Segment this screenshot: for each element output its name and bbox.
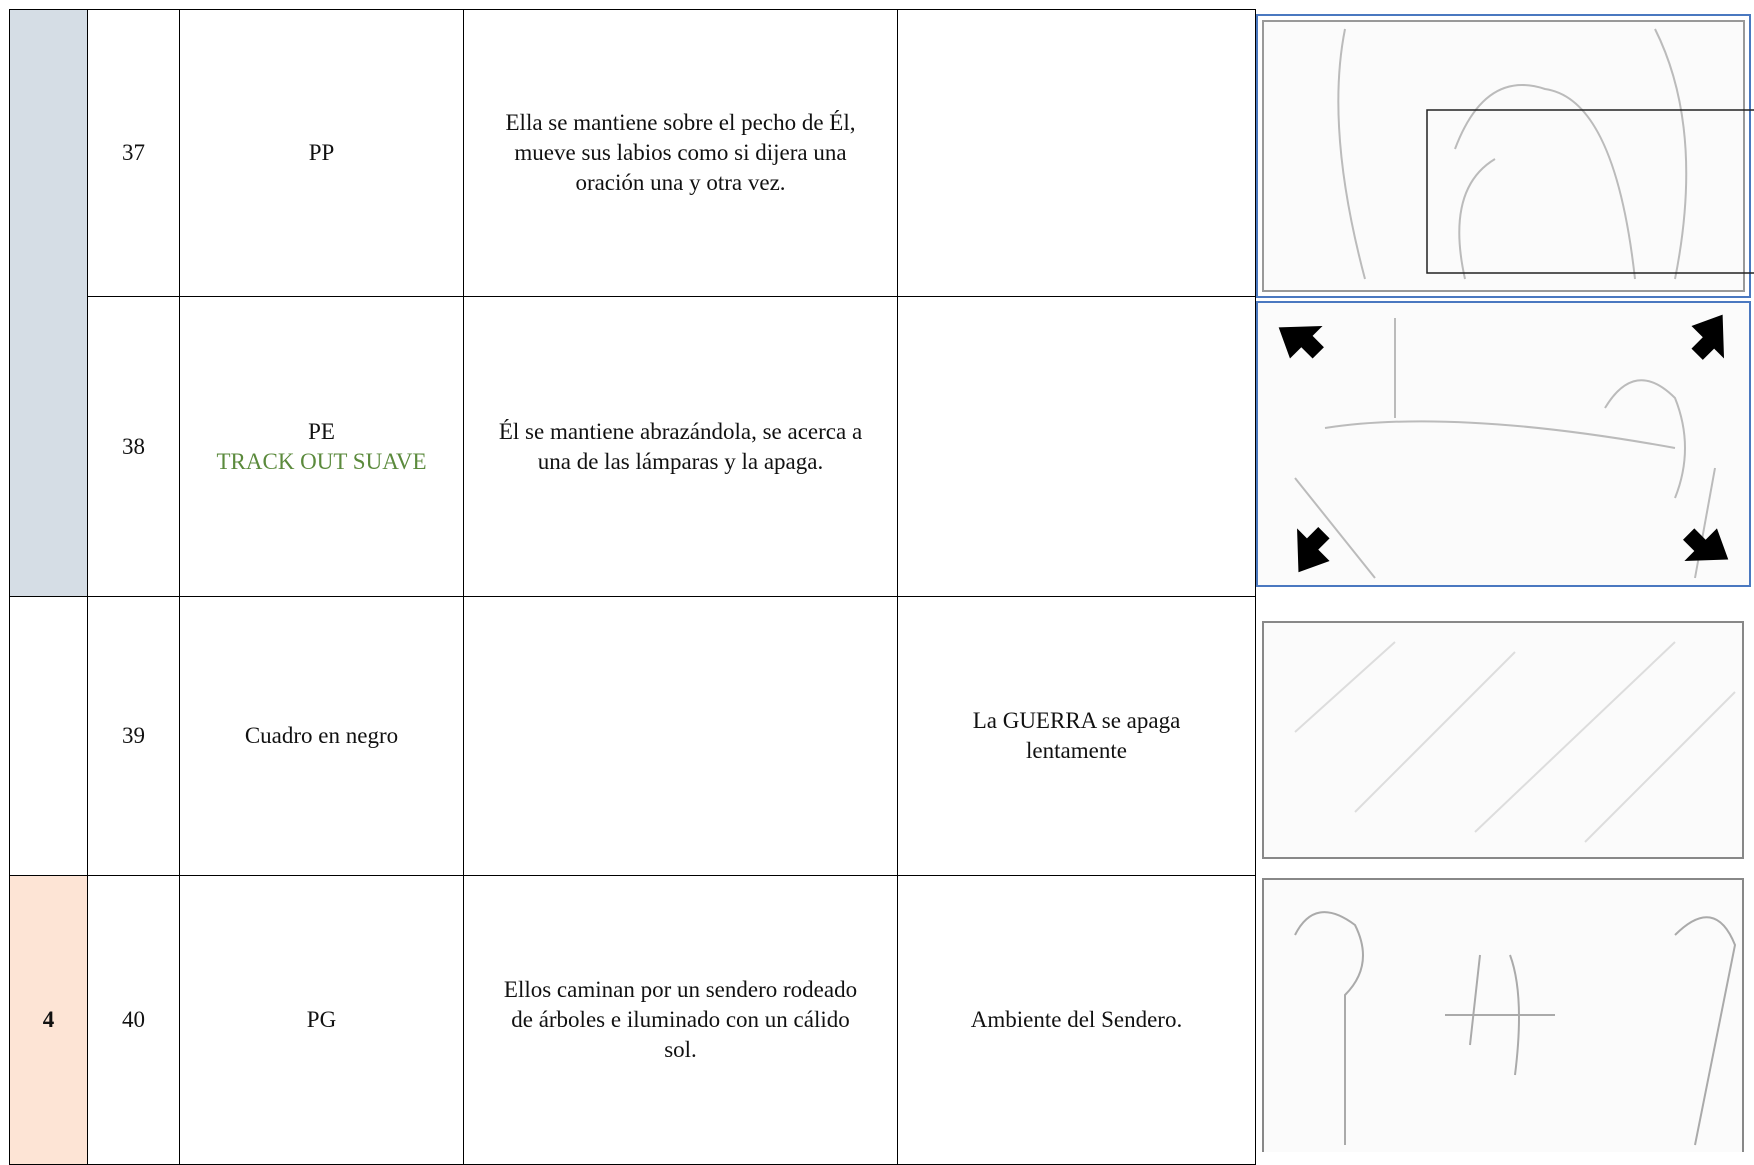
description-cell	[463, 596, 898, 876]
camera-movement: TRACK OUT SUAVE	[216, 448, 427, 474]
sound-cell: Ambiente del Sendero.	[897, 875, 1256, 1165]
plane: PG	[306, 1007, 337, 1032]
shot-number: 38	[122, 433, 145, 459]
shot-number: 39	[122, 723, 145, 748]
plane: PE	[308, 418, 335, 444]
plane-cell: PP	[179, 9, 464, 297]
shot-number: 37	[122, 140, 145, 165]
scene-cell	[9, 596, 88, 876]
plane-cell: PG	[179, 875, 464, 1165]
description-cell: Él se mantiene abrazándola, se acerca a …	[463, 296, 898, 597]
sound-cell: La GUERRA se apaga lentamente	[897, 596, 1256, 876]
scene-number: 4	[42, 1007, 55, 1032]
sketch-frame	[1262, 878, 1744, 1152]
sketch-frame	[1256, 301, 1751, 587]
description-cell: Ellos caminan por un sendero rodeado de …	[463, 875, 898, 1165]
plane: PP	[308, 140, 335, 165]
shot-number: 40	[122, 1007, 145, 1032]
shot-cell: 38	[87, 296, 180, 597]
scene-cell: 4	[9, 875, 88, 1165]
description: Ella se mantiene sobre el pecho de Él, m…	[505, 110, 856, 195]
shot-cell: 39	[87, 596, 180, 876]
sketch-frame	[1262, 621, 1744, 859]
sound-cell	[897, 296, 1256, 597]
shot-cell: 40	[87, 875, 180, 1165]
description-cell: Ella se mantiene sobre el pecho de Él, m…	[463, 9, 898, 297]
sound: La GUERRA se apaga lentamente	[972, 708, 1181, 763]
sound-cell	[897, 9, 1256, 297]
description: Ellos caminan por un sendero rodeado de …	[503, 977, 858, 1062]
sound: Ambiente del Sendero.	[970, 1007, 1183, 1032]
plane-cell: PE TRACK OUT SUAVE	[179, 296, 464, 597]
plane-cell: Cuadro en negro	[179, 596, 464, 876]
plane: Cuadro en negro	[244, 723, 399, 748]
description: Él se mantiene abrazándola, se acerca a …	[498, 418, 863, 474]
sketch-frame	[1256, 14, 1754, 298]
scene-cell	[9, 9, 88, 597]
shot-cell: 37	[87, 9, 180, 297]
